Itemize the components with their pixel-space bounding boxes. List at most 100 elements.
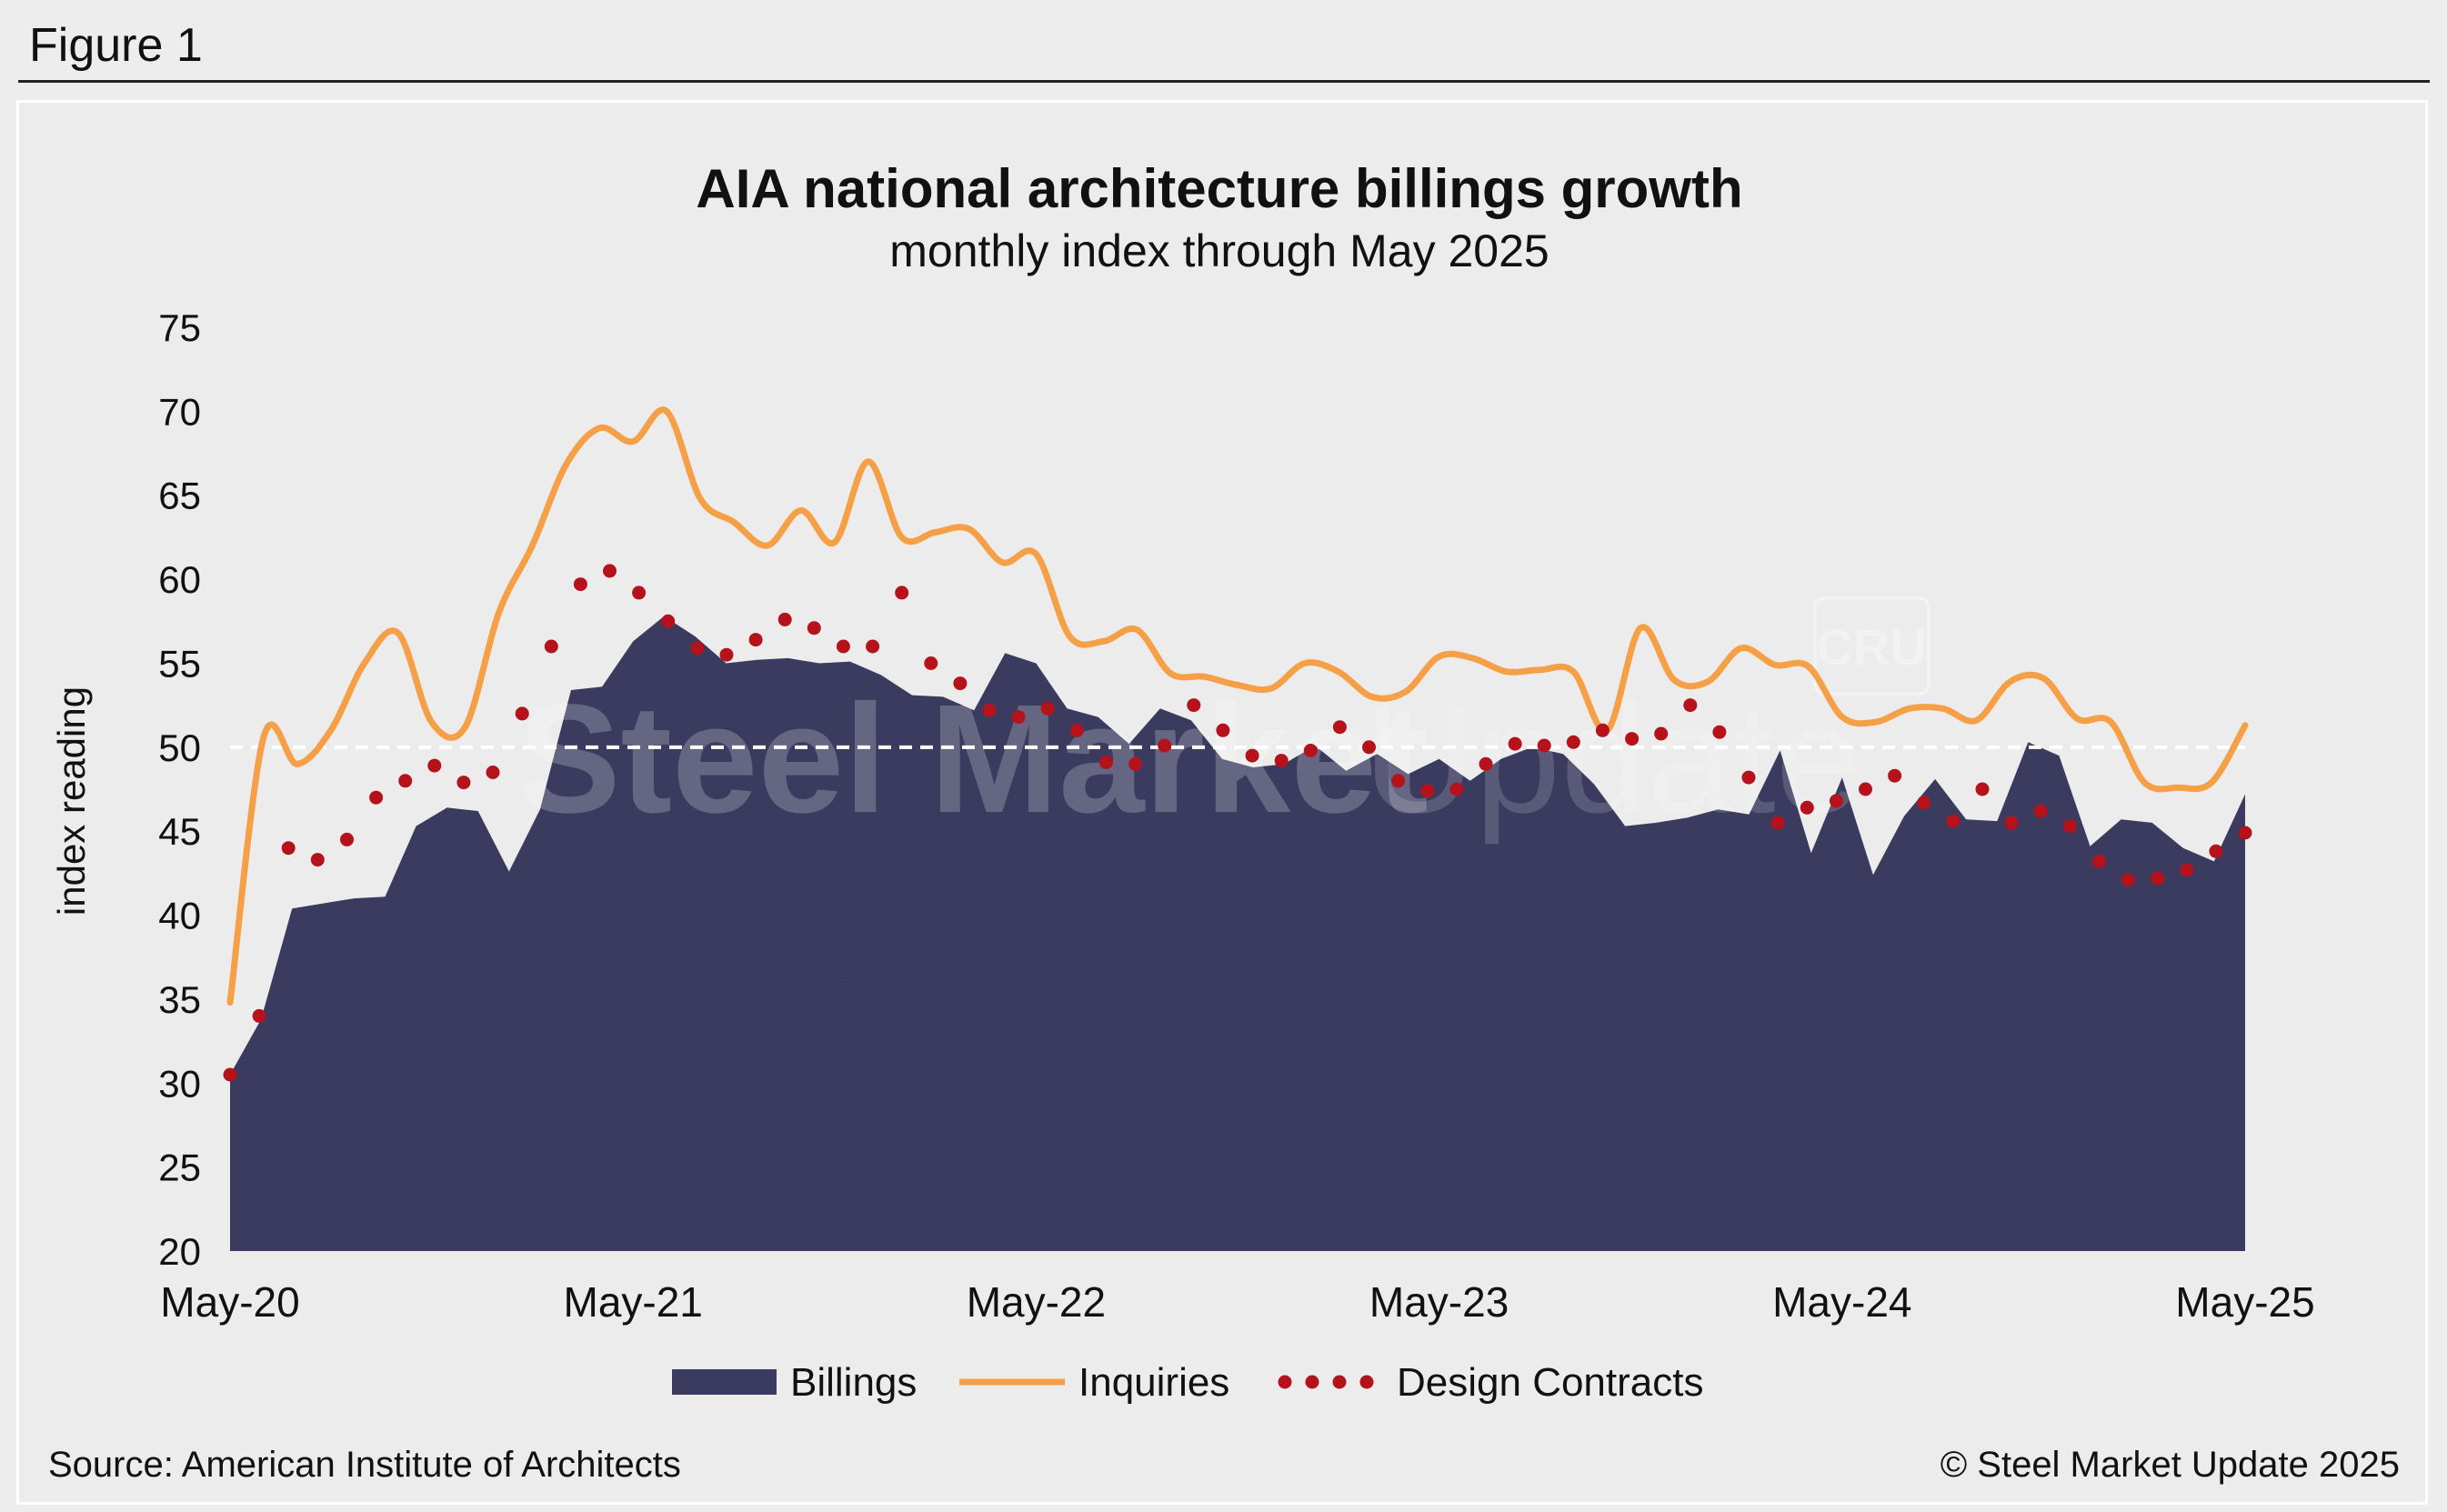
x-tick-label: May-25 — [2175, 1278, 2314, 1326]
x-tick-label: May-20 — [160, 1278, 299, 1326]
y-tick-label: 60 — [158, 558, 201, 601]
design-contracts-point — [2033, 804, 2048, 818]
design-contracts-point — [1595, 723, 1610, 737]
design-contracts-point — [398, 774, 413, 788]
design-contracts-point — [1391, 774, 1406, 788]
billings-area — [230, 616, 2245, 1251]
chart-title: AIA national architecture billings growt… — [696, 158, 1742, 219]
design-contracts-point — [1449, 782, 1464, 796]
figure-divider — [18, 80, 2430, 83]
design-contracts-point — [1741, 770, 1756, 785]
design-contracts-point — [1800, 800, 1814, 815]
x-tick-label: May-21 — [564, 1278, 703, 1326]
x-tick-label: May-22 — [967, 1278, 1106, 1326]
x-tick-label: May-24 — [1772, 1278, 1911, 1326]
design-contracts-point — [369, 790, 384, 805]
design-contracts-point — [1946, 814, 1961, 828]
design-contracts-point — [1303, 744, 1318, 757]
design-contracts-point — [1975, 782, 1990, 796]
design-contracts-point — [1420, 784, 1435, 798]
chart-svg: AIA national architecture billings growt… — [48, 158, 2400, 1485]
design-contracts-point — [1040, 701, 1055, 716]
design-contracts-point — [2004, 816, 2019, 830]
design-contracts-point — [807, 621, 821, 636]
y-tick-label: 55 — [158, 642, 201, 685]
y-tick-label: 40 — [158, 895, 201, 937]
legend-design-contracts-swatch — [1278, 1375, 1374, 1389]
design-contracts-point — [1216, 723, 1230, 737]
watermark-text-light: Update — [1363, 673, 1861, 846]
design-contracts-point — [1128, 756, 1143, 771]
design-contracts-point — [2151, 871, 2165, 886]
design-contracts-point — [486, 766, 500, 779]
design-contracts-point — [1274, 754, 1289, 768]
design-contracts-point — [1011, 710, 1026, 725]
figure-label: Figure 1 — [29, 19, 203, 72]
design-contracts-point — [573, 577, 587, 592]
design-contracts-point — [427, 758, 442, 773]
legend-design-contracts-dot — [1332, 1375, 1347, 1389]
design-contracts-point — [1069, 723, 1084, 737]
design-contracts-point — [544, 639, 558, 654]
y-tick-label: 35 — [158, 978, 201, 1021]
design-contracts-point — [1187, 698, 1201, 713]
design-contracts-point — [895, 586, 909, 600]
design-contracts-point — [603, 564, 617, 578]
y-tick-label: 30 — [158, 1062, 201, 1105]
design-contracts-point — [2209, 844, 2223, 858]
chart-panel: AIA national architecture billings growt… — [16, 100, 2428, 1505]
design-contracts-point — [1888, 768, 1902, 783]
legend-design-contracts-dot — [1359, 1375, 1374, 1389]
inquiries-series — [226, 406, 2249, 1006]
design-contracts-point — [1245, 748, 1259, 763]
design-contracts-point — [1770, 816, 1785, 830]
legend-billings-label: Billings — [790, 1360, 917, 1405]
design-contracts-point — [2062, 819, 2077, 834]
chart-legend: Billings Inquiries Design Contracts — [672, 1360, 1703, 1405]
design-contracts-point — [777, 612, 792, 626]
design-contracts-point — [1362, 740, 1376, 755]
design-contracts-point — [1566, 735, 1580, 749]
y-tick-label: 65 — [158, 475, 201, 517]
y-axis-ticks: 20 25 30 35 40 45 50 55 60 65 70 75 — [158, 306, 201, 1273]
design-contracts-point — [1859, 782, 1872, 796]
design-contracts-point — [924, 656, 938, 670]
design-contracts-point — [2091, 854, 2106, 868]
legend-design-contracts-dot — [1278, 1375, 1292, 1389]
design-contracts-point — [223, 1067, 237, 1082]
design-contracts-point — [719, 647, 734, 662]
x-axis-ticks: May-20 May-21 May-22 May-23 May-24 May-25 — [160, 1278, 2314, 1326]
x-tick-label: May-23 — [1369, 1278, 1509, 1326]
design-contracts-point — [1829, 794, 1843, 808]
design-contracts-point — [2238, 826, 2252, 840]
design-contracts-point — [515, 706, 529, 721]
design-contracts-point — [748, 633, 763, 647]
watermark-badge-frame — [1813, 596, 1931, 696]
design-contracts-point — [1332, 720, 1347, 735]
design-contracts-point — [1712, 725, 1727, 739]
watermark-text-bold: Steel Market — [517, 673, 1429, 846]
design-contracts-point — [982, 703, 997, 717]
design-contracts-point — [836, 639, 850, 654]
design-contracts-point — [1683, 698, 1698, 713]
inquiries-line — [226, 406, 2249, 1006]
design-contracts-point — [953, 676, 968, 691]
billings-series — [230, 616, 2245, 1251]
legend-billings-swatch — [672, 1369, 777, 1395]
watermark-badge-text: CRU — [1816, 618, 1926, 676]
design-contracts-point — [661, 614, 676, 628]
design-contracts-series — [223, 564, 2252, 1082]
design-contracts-point — [310, 853, 325, 867]
y-tick-label: 50 — [158, 726, 201, 769]
design-contracts-point — [1537, 738, 1551, 753]
y-tick-label: 20 — [158, 1230, 201, 1273]
design-contracts-point — [281, 841, 296, 856]
design-contracts-point — [340, 832, 354, 846]
y-axis-label: index reading — [50, 686, 93, 916]
design-contracts-point — [690, 641, 705, 656]
design-contracts-point — [1508, 736, 1522, 751]
legend-design-contracts-label: Design Contracts — [1397, 1360, 1703, 1405]
y-tick-label: 25 — [158, 1147, 201, 1189]
design-contracts-point — [866, 639, 880, 654]
